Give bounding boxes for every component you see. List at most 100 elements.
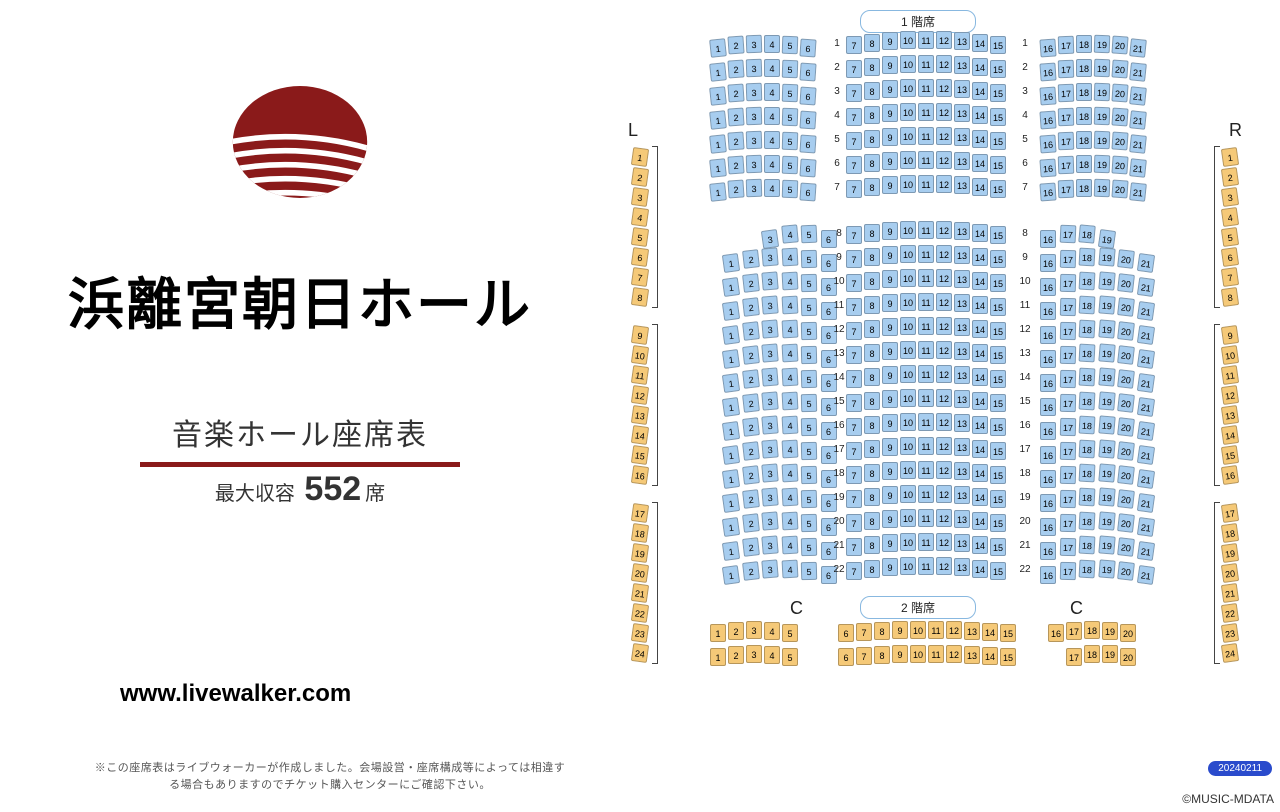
seat: 11 <box>918 533 934 551</box>
seat: 18 <box>1078 224 1096 243</box>
seat: 15 <box>990 394 1006 412</box>
seat: 16 <box>1039 182 1056 201</box>
seat: 1 <box>709 134 727 154</box>
seat: 4 <box>781 464 798 483</box>
seat: 12 <box>936 127 952 145</box>
seat: 11 <box>918 103 934 121</box>
seat: 15 <box>990 84 1006 102</box>
seat: 5 <box>782 108 799 127</box>
row-number: 18 <box>1018 468 1032 479</box>
row-number: 12 <box>832 324 846 335</box>
seat: 17 <box>1059 370 1075 388</box>
seat: 21 <box>1136 349 1154 369</box>
seat: 14 <box>972 392 988 410</box>
seat: 5 <box>801 346 817 364</box>
seat: 23 <box>1221 623 1239 643</box>
seat: 2 <box>631 167 649 187</box>
seat: 5 <box>1221 227 1239 247</box>
seat: 3 <box>746 155 763 174</box>
seat: 14 <box>972 58 988 76</box>
seat: 15 <box>990 370 1006 388</box>
seat: 14 <box>972 416 988 434</box>
seat: 11 <box>918 413 934 431</box>
seat: 8 <box>864 536 880 554</box>
seat: 17 <box>1059 394 1075 412</box>
seat: 12 <box>936 175 952 193</box>
seat: 2 <box>727 156 744 175</box>
venue-name: 浜離宮朝日ホール <box>40 260 560 341</box>
seat: 18 <box>1076 179 1092 197</box>
seat: 21 <box>1129 158 1147 178</box>
seat: 1 <box>1221 147 1239 167</box>
seat: 7 <box>846 60 862 78</box>
seat: 21 <box>1136 373 1154 393</box>
seat: 3 <box>761 560 778 579</box>
seat: 18 <box>1076 131 1092 149</box>
seat: 21 <box>1136 517 1154 537</box>
seat: 21 <box>1129 182 1147 202</box>
seat: 10 <box>900 55 916 73</box>
seat: 17 <box>1058 36 1075 55</box>
seat: 4 <box>781 248 798 267</box>
seat: 18 <box>1079 536 1096 555</box>
seat: 17 <box>1059 250 1075 268</box>
seat: 12 <box>936 151 952 169</box>
copyright-text: ©MUSIC-MDATA <box>1182 792 1274 806</box>
row-number: 3 <box>830 86 844 97</box>
seating-chart: 1 階席 L R 1234561789101112131415116171819… <box>610 10 1270 800</box>
seat: 15 <box>990 346 1006 364</box>
seat: 16 <box>1039 86 1056 105</box>
seat: 16 <box>1039 62 1056 81</box>
seat: 22 <box>631 603 649 623</box>
seat: 3 <box>761 488 778 507</box>
seat: 3 <box>761 464 778 483</box>
seat: 15 <box>990 274 1006 292</box>
seat: 14 <box>972 344 988 362</box>
seat: 9 <box>882 558 898 576</box>
seat: 13 <box>954 32 970 50</box>
seat: 7 <box>846 346 862 364</box>
seat: 4 <box>781 368 798 387</box>
seat: 21 <box>1129 62 1147 82</box>
seat: 11 <box>918 485 934 503</box>
seat: 4 <box>781 320 798 339</box>
seat: 10 <box>900 175 916 193</box>
seat: 4 <box>781 272 798 291</box>
seat: 19 <box>1098 416 1115 435</box>
seat: 4 <box>764 83 780 101</box>
seat: 20 <box>1117 537 1135 557</box>
seat: 3 <box>761 416 778 435</box>
seat: 4 <box>764 179 780 197</box>
seat: 1 <box>710 648 726 666</box>
seat: 6 <box>799 134 816 153</box>
seat: 10 <box>900 151 916 169</box>
seat: 5 <box>782 132 799 151</box>
seat: 13 <box>954 486 970 504</box>
seat: 8 <box>864 130 880 148</box>
row-number: 14 <box>832 372 846 383</box>
seat: 14 <box>972 178 988 196</box>
seat: 8 <box>864 296 880 314</box>
seat: 7 <box>846 156 862 174</box>
seat: 6 <box>799 158 816 177</box>
seat: 20 <box>1117 393 1135 413</box>
seat: 17 <box>1059 322 1075 340</box>
seat: 19 <box>1102 622 1118 640</box>
seat: 18 <box>1079 440 1096 459</box>
seat: 8 <box>864 464 880 482</box>
seat: 4 <box>764 59 780 77</box>
seat: 12 <box>1221 385 1239 405</box>
seat: 1 <box>710 624 726 642</box>
row-number: 20 <box>1018 516 1032 527</box>
seat: 7 <box>856 647 872 665</box>
seat: 1 <box>722 373 740 393</box>
row-number: 20 <box>832 516 846 527</box>
seat: 17 <box>1059 418 1075 436</box>
seat: 17 <box>1058 108 1075 127</box>
seat: 4 <box>781 560 798 579</box>
seat: 19 <box>1098 296 1115 315</box>
seat: 14 <box>972 296 988 314</box>
seat: 16 <box>1040 374 1056 392</box>
seat: 7 <box>631 267 649 287</box>
seat: 8 <box>874 622 890 640</box>
